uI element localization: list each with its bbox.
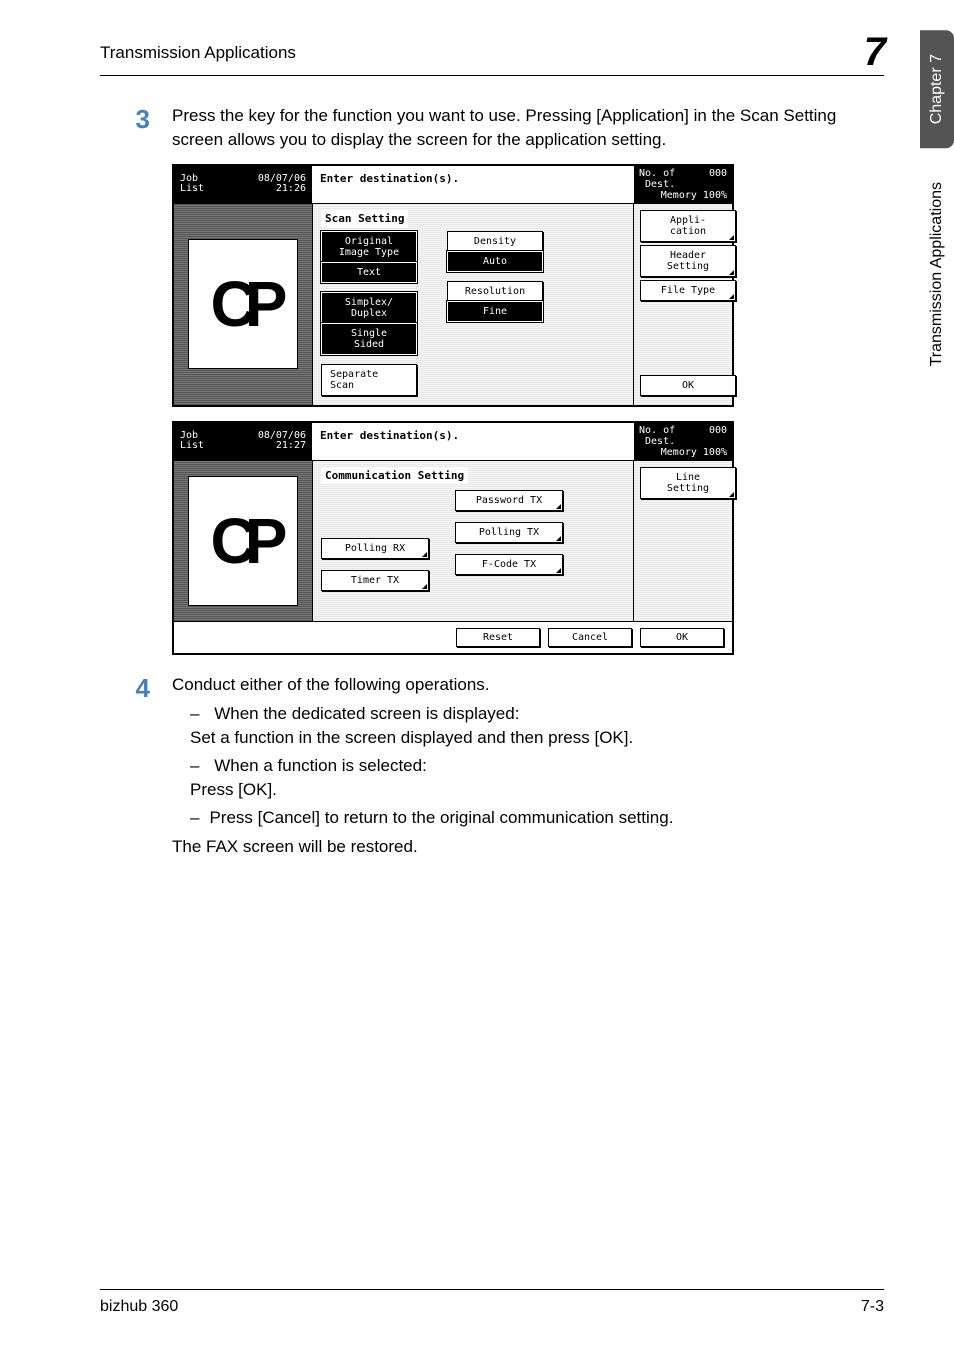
password-tx-button[interactable]: Password TX xyxy=(455,490,563,511)
lcd2-preview: CP xyxy=(174,461,313,621)
lcd-comm-setting: Job List 08/07/06 21:27 Enter destinatio… xyxy=(172,421,734,655)
lcd1-enter-dest: Enter destination(s). xyxy=(312,166,634,203)
lcd1-preview: CP xyxy=(174,204,313,405)
lcd2-dest-label: No. of Dest. xyxy=(639,425,675,447)
header-setting-button[interactable]: Header Setting xyxy=(640,245,736,277)
joblist-label: Job List xyxy=(180,174,204,194)
tab-section: Transmission Applications xyxy=(920,158,954,390)
tab-chapter: Chapter 7 xyxy=(920,30,954,148)
lcd2-memory: Memory 100% xyxy=(639,447,727,458)
file-type-button[interactable]: File Type xyxy=(640,280,736,301)
lcd1-ok-button[interactable]: OK xyxy=(640,375,736,396)
breadcrumb: Transmission Applications xyxy=(100,43,296,63)
lcd2-dest-val: 000 xyxy=(709,425,727,447)
resolution-button[interactable]: Resolution xyxy=(447,281,543,301)
footer-page: 7-3 xyxy=(861,1298,884,1316)
polling-tx-button[interactable]: Polling TX xyxy=(455,522,563,543)
joblist-bar: Job List 08/07/06 21:26 xyxy=(174,166,312,203)
lcd1-dest-val: 000 xyxy=(709,168,727,190)
step-4-li1: When the dedicated screen is displayed: … xyxy=(190,702,884,750)
single-sided-button[interactable]: Single Sided xyxy=(321,323,417,355)
separate-scan-button[interactable]: Separate Scan xyxy=(321,364,417,396)
polling-rx-button[interactable]: Polling RX xyxy=(321,538,429,559)
joblist-bar-2: Job List 08/07/06 21:27 xyxy=(174,423,312,460)
timer-tx-button[interactable]: Timer TX xyxy=(321,570,429,591)
lcd1-time: 21:26 xyxy=(258,184,306,194)
lcd2-ok-button[interactable]: OK xyxy=(640,628,724,647)
cancel-button[interactable]: Cancel xyxy=(548,628,632,647)
lcd2-time: 21:27 xyxy=(258,441,306,451)
side-tabs: Chapter 7 Transmission Applications xyxy=(920,30,954,401)
cp-icon: CP xyxy=(211,267,276,341)
step-4-outro: The FAX screen will be restored. xyxy=(172,835,884,859)
step-4-li3: Press [Cancel] to return to the original… xyxy=(190,806,884,830)
simplex-duplex-button[interactable]: Simplex/ Duplex xyxy=(321,292,417,323)
lcd-scan-setting: Job List 08/07/06 21:26 Enter destinatio… xyxy=(172,164,734,407)
lcd1-status: No. of Dest. 000 Memory 100% xyxy=(634,166,732,203)
lcd2-section-title: Communication Setting xyxy=(321,467,468,484)
chapter-number-large: 7 xyxy=(864,30,886,75)
step-4-li2: When a function is selected: Press [OK]. xyxy=(190,754,884,802)
text-button[interactable]: Text xyxy=(321,262,417,283)
application-button[interactable]: Appli- cation xyxy=(640,210,736,242)
orig-image-type-button[interactable]: Original Image Type xyxy=(321,231,417,262)
density-auto-button[interactable]: Auto xyxy=(447,251,543,272)
lcd1-dest-label: No. of Dest. xyxy=(639,168,675,190)
lcd1-memory: Memory 100% xyxy=(639,190,727,201)
footer-model: bizhub 360 xyxy=(100,1298,178,1316)
step-3-text: Press the key for the function you want … xyxy=(172,104,884,152)
lcd1-section-title: Scan Setting xyxy=(321,210,408,227)
density-button[interactable]: Density xyxy=(447,231,543,251)
fcode-tx-button[interactable]: F-Code TX xyxy=(455,554,563,575)
cp-icon-2: CP xyxy=(211,504,276,578)
step-number-3: 3 xyxy=(100,104,172,135)
step-number-4: 4 xyxy=(100,673,172,704)
line-setting-button[interactable]: Line Setting xyxy=(640,467,736,499)
step-4-intro: Conduct either of the following operatio… xyxy=(172,673,884,697)
joblist-label-2: Job List xyxy=(180,431,204,451)
resolution-fine-button[interactable]: Fine xyxy=(447,301,543,322)
reset-button[interactable]: Reset xyxy=(456,628,540,647)
lcd2-status: No. of Dest. 000 Memory 100% xyxy=(634,423,732,460)
lcd2-enter-dest: Enter destination(s). xyxy=(312,423,634,460)
